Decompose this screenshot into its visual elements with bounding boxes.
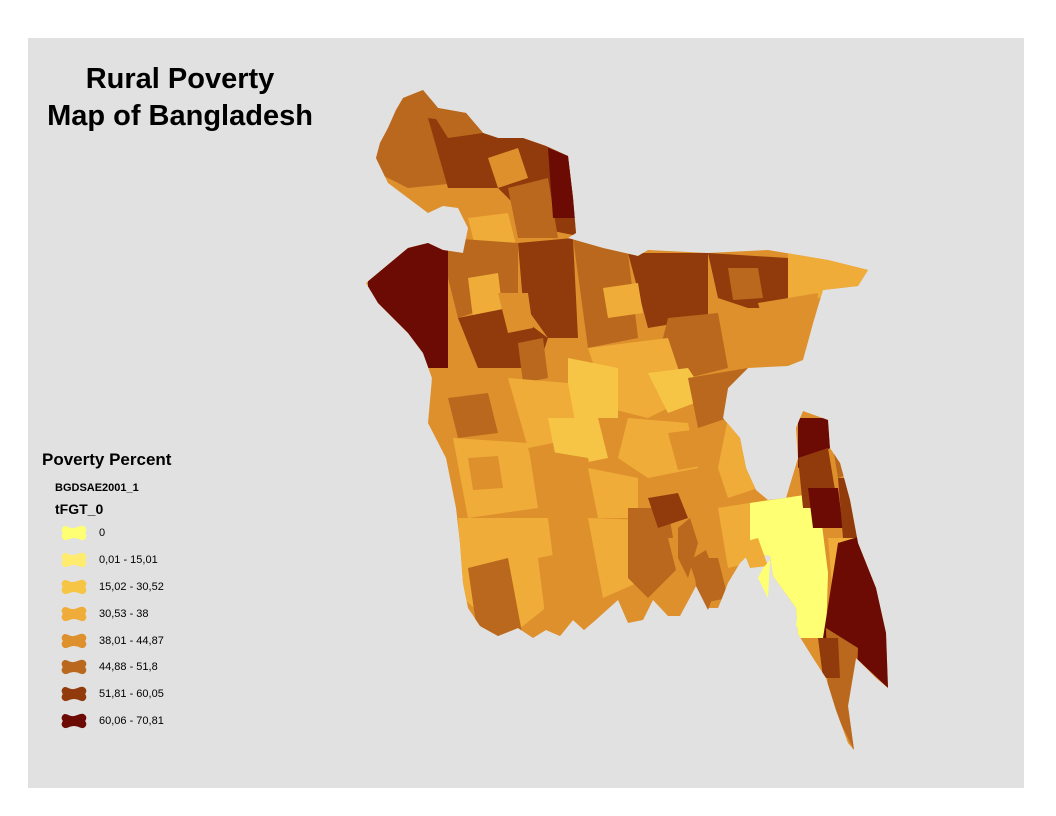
legend-item: 44,88 - 51,8: [59, 654, 302, 681]
delta-islands: [678, 518, 806, 630]
legend-item: 38,01 - 44,87: [59, 627, 302, 654]
legend-items: 0 0,01 - 15,01 15,02 - 30,52 30,53 - 38 …: [59, 520, 302, 734]
legend-swatch-icon: [61, 552, 87, 568]
legend-title: Poverty Percent: [42, 450, 172, 469]
legend-item: 0: [59, 520, 302, 547]
legend-item: 0,01 - 15,01: [59, 547, 302, 574]
legend-swatch-icon: [61, 633, 87, 648]
legend-item-label: 30,53 - 38: [99, 607, 149, 620]
legend-item-label: 51,81 - 60,05: [99, 688, 164, 701]
map-title-line-1: Rural Poverty: [85, 63, 275, 95]
map-title-line-2: Map of Bangladesh: [47, 100, 313, 132]
legend-item: 15,02 - 30,52: [59, 574, 302, 601]
legend-swatch-icon: [61, 713, 87, 729]
legend-item-label: 44,88 - 51,8: [99, 661, 158, 674]
legend-item-label: 15,02 - 30,52: [99, 580, 164, 593]
legend-item-label: 0: [99, 527, 106, 540]
legend: Poverty Percent BGDSAE2001_1 tFGT_0 0 0,…: [42, 450, 302, 734]
legend-item-label: 0,01 - 15,01: [99, 554, 158, 567]
map-title: Rural Poverty Map of Bangladesh: [28, 61, 332, 135]
legend-item: 51,81 - 60,05: [59, 681, 302, 708]
map-frame: Rural Poverty Map of Bangladesh Poverty …: [28, 38, 1024, 788]
legend-swatch-icon: [61, 660, 87, 675]
legend-swatch-icon: [61, 579, 87, 595]
bangladesh-choropleth-map: [366, 90, 888, 750]
legend-item-label: 60,06 - 70,81: [99, 714, 164, 727]
legend-layer-name: BGDSAE2001_1: [55, 482, 139, 494]
legend-swatch-icon: [61, 686, 87, 702]
legend-swatch-icon: [61, 526, 87, 541]
legend-swatch-icon: [61, 606, 87, 621]
legend-item-label: 38,01 - 44,87: [99, 634, 164, 647]
legend-item: 30,53 - 38: [59, 600, 302, 627]
legend-item: 60,06 - 70,81: [59, 708, 302, 735]
legend-field-name: tFGT_0: [55, 501, 104, 517]
